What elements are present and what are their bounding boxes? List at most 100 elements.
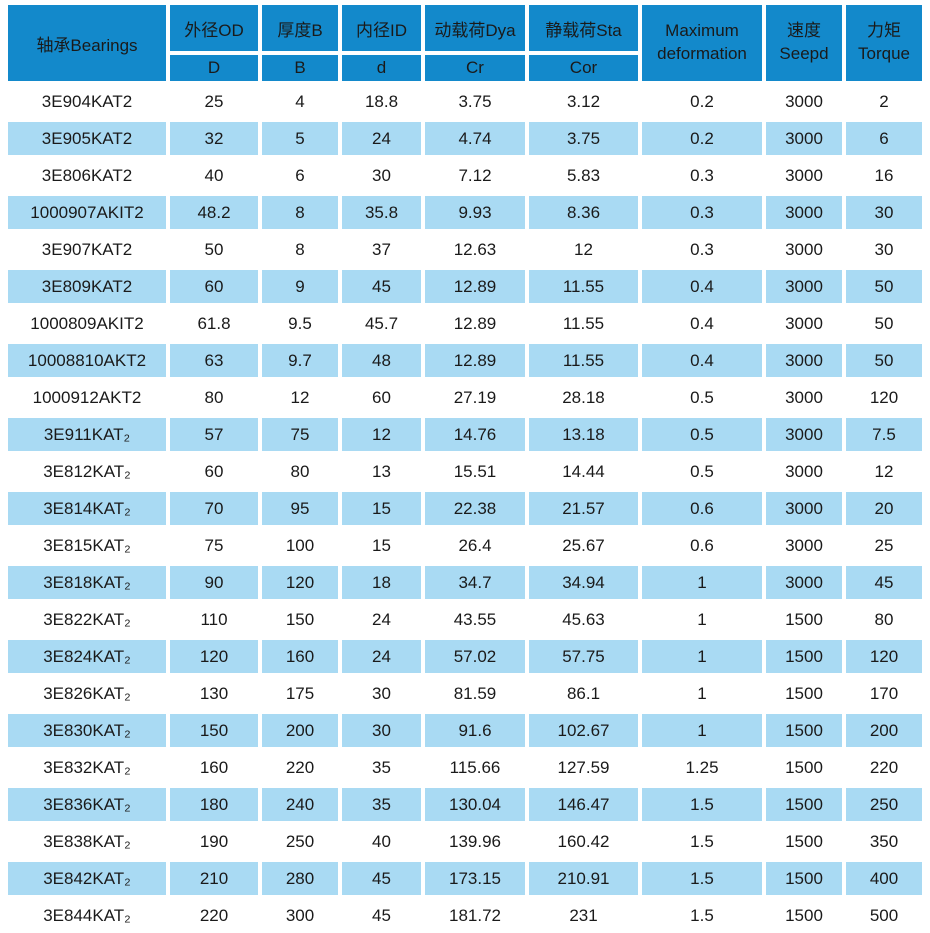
table-cell: 1500 <box>766 677 842 710</box>
header-row-bottom: D B d Cr Cor <box>8 55 922 81</box>
table-cell: 100 <box>262 529 338 562</box>
table-cell: 220 <box>262 751 338 784</box>
table-cell: 3.75 <box>425 85 525 118</box>
header-od: 外径OD <box>170 5 258 51</box>
table-cell: 91.6 <box>425 714 525 747</box>
table-cell: 8 <box>262 233 338 266</box>
table-cell: 1.5 <box>642 788 762 821</box>
table-cell: 500 <box>846 899 922 932</box>
table-cell: 3000 <box>766 307 842 340</box>
table-cell: 3000 <box>766 529 842 562</box>
table-cell: 7.12 <box>425 159 525 192</box>
table-cell: 57.02 <box>425 640 525 673</box>
table-cell: 11.55 <box>529 270 638 303</box>
table-cell: 300 <box>262 899 338 932</box>
bearing-model-cell: 3E826KAT₂ <box>8 677 166 710</box>
table-cell: 130 <box>170 677 258 710</box>
table-cell: 57.75 <box>529 640 638 673</box>
table-cell: 250 <box>846 788 922 821</box>
table-cell: 200 <box>262 714 338 747</box>
table-row: 3E838KAT₂ 190 250 40 139.96 160.42 1.5 1500 350 <box>8 825 922 858</box>
table-cell: 9.93 <box>425 196 525 229</box>
table-cell: 3000 <box>766 344 842 377</box>
table-cell: 9.5 <box>262 307 338 340</box>
table-cell: 21.57 <box>529 492 638 525</box>
table-cell: 12.89 <box>425 307 525 340</box>
table-cell: 181.72 <box>425 899 525 932</box>
table-cell: 150 <box>262 603 338 636</box>
header-torque: 力矩 Torque <box>846 5 922 81</box>
table-cell: 30 <box>342 714 421 747</box>
table-cell: 86.1 <box>529 677 638 710</box>
table-cell: 12 <box>262 381 338 414</box>
header-od-symbol: D <box>170 55 258 81</box>
table-cell: 14.76 <box>425 418 525 451</box>
header-torque-line1: 力矩 <box>867 21 901 41</box>
table-cell: 12.63 <box>425 233 525 266</box>
table-cell: 24 <box>342 122 421 155</box>
table-cell: 120 <box>846 640 922 673</box>
table-cell: 0.4 <box>642 270 762 303</box>
table-cell: 130.04 <box>425 788 525 821</box>
table-cell: 400 <box>846 862 922 895</box>
table-cell: 15 <box>342 529 421 562</box>
table-cell: 0.4 <box>642 344 762 377</box>
table-cell: 30 <box>342 677 421 710</box>
table-row: 3E905KAT2 32 5 24 4.74 3.75 0.2 3000 6 <box>8 122 922 155</box>
table-cell: 9 <box>262 270 338 303</box>
table-cell: 160 <box>170 751 258 784</box>
table-cell: 12 <box>342 418 421 451</box>
table-cell: 0.2 <box>642 85 762 118</box>
table-cell: 12.89 <box>425 344 525 377</box>
table-cell: 90 <box>170 566 258 599</box>
header-thickness: 厚度B <box>262 5 338 51</box>
table-cell: 37 <box>342 233 421 266</box>
table-row: 1000907AKIT2 48.2 8 35.8 9.93 8.36 0.3 3000 30 <box>8 196 922 229</box>
header-speed-line2: Seepd <box>779 44 829 63</box>
bearing-model-cell: 3E907KAT2 <box>8 233 166 266</box>
table-cell: 0.3 <box>642 233 762 266</box>
table-cell: 1 <box>642 714 762 747</box>
table-cell: 5.83 <box>529 159 638 192</box>
table-row: 3E818KAT₂ 90 120 18 34.7 34.94 1 3000 45 <box>8 566 922 599</box>
table-cell: 45 <box>846 566 922 599</box>
table-cell: 160.42 <box>529 825 638 858</box>
table-cell: 12.89 <box>425 270 525 303</box>
bearing-model-cell: 3E806KAT2 <box>8 159 166 192</box>
table-header: 轴承Bearings 外径OD 厚度B 内径ID 动载荷Dya 静载荷Sta M… <box>8 5 922 81</box>
table-cell: 45 <box>342 899 421 932</box>
table-cell: 40 <box>342 825 421 858</box>
table-cell: 70 <box>170 492 258 525</box>
table-cell: 11.55 <box>529 344 638 377</box>
table-cell: 45.7 <box>342 307 421 340</box>
bearing-model-cell: 3E904KAT2 <box>8 85 166 118</box>
table-cell: 3000 <box>766 455 842 488</box>
bearing-model-cell: 3E905KAT2 <box>8 122 166 155</box>
table-row: 1000809AKIT2 61.8 9.5 45.7 12.89 11.55 0.4 3000… <box>8 307 922 340</box>
table-cell: 3000 <box>766 270 842 303</box>
table-cell: 50 <box>846 344 922 377</box>
bearing-model-cell: 3E836KAT₂ <box>8 788 166 821</box>
table-cell: 24 <box>342 640 421 673</box>
table-row: 3E830KAT₂ 150 200 30 91.6 102.67 1 1500 200 <box>8 714 922 747</box>
bearing-model-cell: 3E814KAT₂ <box>8 492 166 525</box>
table-cell: 9.7 <box>262 344 338 377</box>
table-cell: 6 <box>846 122 922 155</box>
table-cell: 3000 <box>766 233 842 266</box>
table-cell: 250 <box>262 825 338 858</box>
header-speed-line1: 速度 <box>787 21 821 41</box>
header-torque-line2: Torque <box>858 44 910 63</box>
table-cell: 15.51 <box>425 455 525 488</box>
table-cell: 146.47 <box>529 788 638 821</box>
table-row: 3E904KAT2 25 4 18.8 3.75 3.12 0.2 3000 2 <box>8 85 922 118</box>
table-cell: 1500 <box>766 640 842 673</box>
table-cell: 220 <box>846 751 922 784</box>
table-cell: 27.19 <box>425 381 525 414</box>
table-cell: 75 <box>170 529 258 562</box>
table-cell: 0.5 <box>642 418 762 451</box>
table-cell: 102.67 <box>529 714 638 747</box>
table-cell: 120 <box>846 381 922 414</box>
table-row: 3E836KAT₂ 180 240 35 130.04 146.47 1.5 1500 250 <box>8 788 922 821</box>
table-cell: 280 <box>262 862 338 895</box>
